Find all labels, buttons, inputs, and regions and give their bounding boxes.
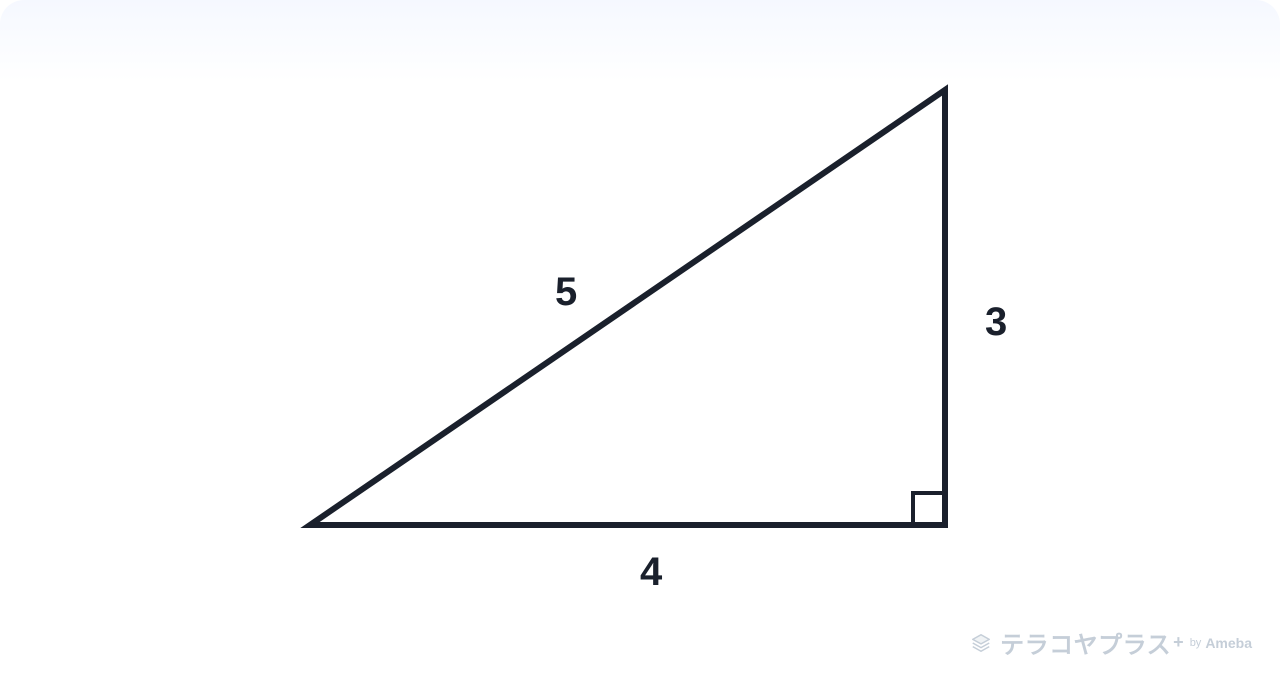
- watermark-sub: Ameba: [1205, 635, 1252, 651]
- stack-icon: [970, 632, 992, 654]
- diagram-card: 5 3 4 テラコヤプラス+ by Ameba: [0, 0, 1280, 680]
- watermark-by: by: [1190, 637, 1202, 649]
- watermark: テラコヤプラス+ by Ameba: [970, 625, 1252, 660]
- base-side-label: 4: [640, 550, 662, 595]
- watermark-brand: テラコヤプラス: [1000, 625, 1171, 660]
- vertical-side-label: 3: [985, 300, 1007, 345]
- hypotenuse-label: 5: [555, 270, 577, 315]
- watermark-plus: +: [1173, 632, 1184, 653]
